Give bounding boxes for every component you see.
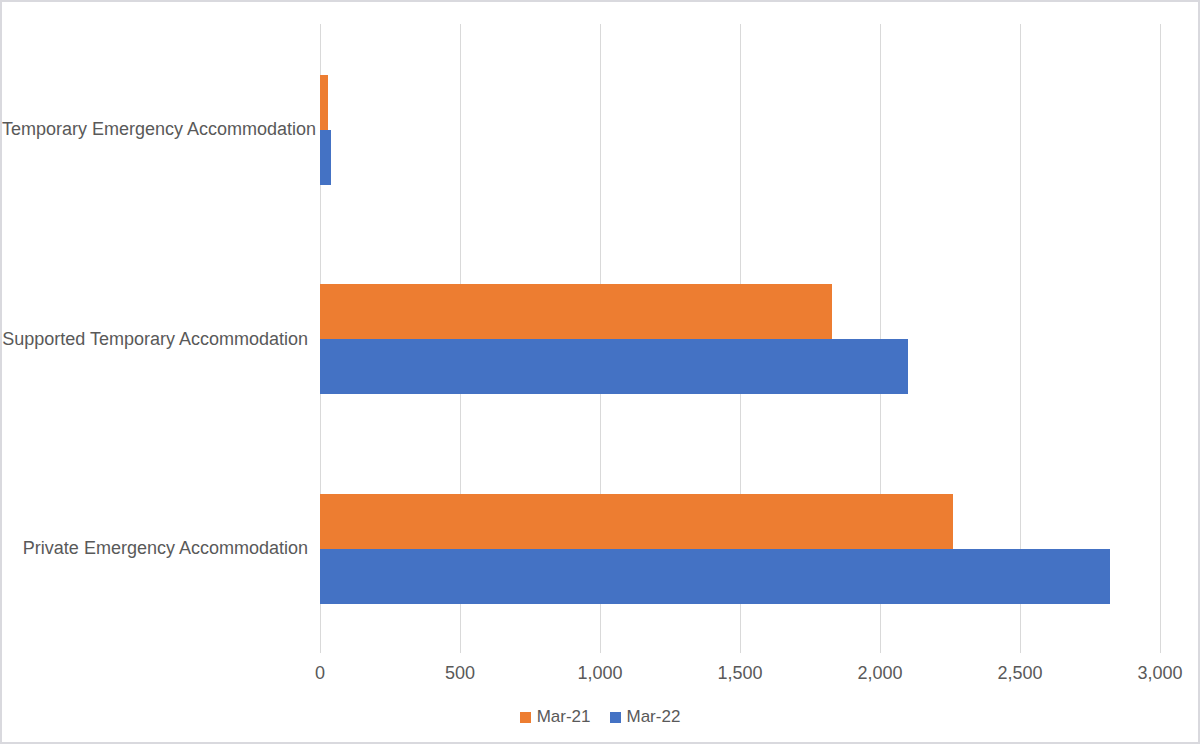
bar-mar-21-category-1 [320,284,832,339]
category-label: Supported Temporary Accommodation [2,328,308,350]
bar-chart: Mar-21 Mar-22 0 500 1,000 1,500 2,000 2,500 3,0… [0,0,1200,744]
x-axis-tick-label: 500 [410,662,510,684]
legend-label: Mar-22 [627,707,681,727]
bar-mar-21-category-2 [320,494,953,549]
legend-swatch-mar-21 [520,712,531,723]
x-axis-tick-label: 2,500 [970,662,1070,684]
bar-mar-22-category-0 [320,130,331,185]
bar-mar-21-category-0 [320,75,328,130]
legend-label: Mar-21 [537,707,591,727]
x-axis-tick-label: 2,000 [830,662,930,684]
bar-mar-22-category-2 [320,549,1110,604]
category-label: Private Emergency Accommodation [2,537,308,559]
legend-item-mar-21: Mar-21 [520,707,591,727]
x-axis-tick-label: 1,000 [550,662,650,684]
category-label: Temporary Emergency Accommodation [2,118,308,140]
gridline [1160,24,1161,653]
x-axis-tick-label: 0 [270,662,370,684]
legend: Mar-21 Mar-22 [2,707,1198,727]
legend-swatch-mar-22 [610,712,621,723]
x-axis-tick-label: 1,500 [690,662,790,684]
bar-mar-22-category-1 [320,339,908,394]
legend-item-mar-22: Mar-22 [610,707,681,727]
x-axis-tick-label: 3,000 [1110,662,1200,684]
